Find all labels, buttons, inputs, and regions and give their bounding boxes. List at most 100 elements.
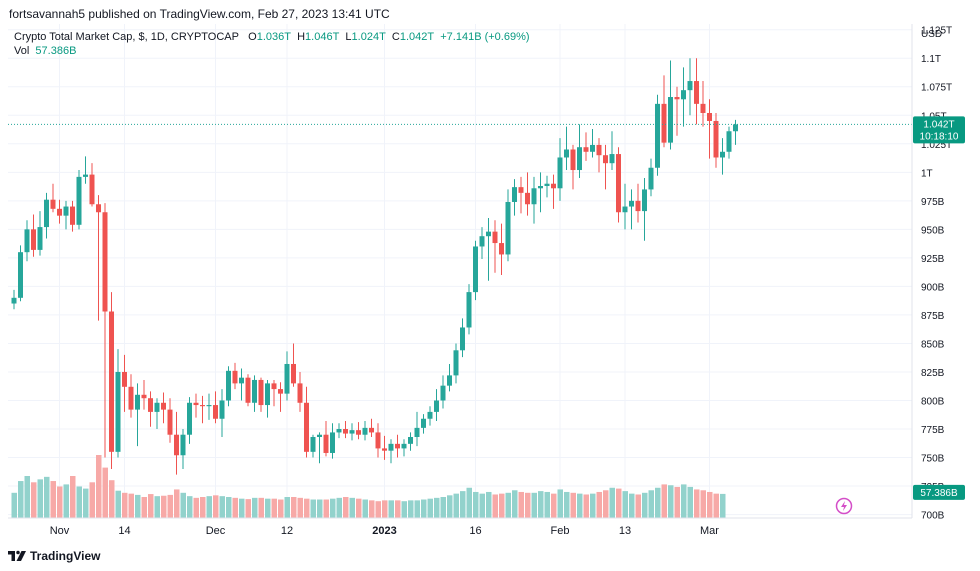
candle-body bbox=[479, 236, 485, 247]
tradingview-footer[interactable]: TradingView bbox=[8, 549, 100, 563]
candle-body bbox=[96, 204, 101, 213]
candle-body bbox=[109, 311, 114, 452]
open-value: 1.036T bbox=[256, 31, 291, 43]
countdown-text: 10:18:10 bbox=[920, 131, 959, 142]
candlestick-series bbox=[11, 58, 738, 475]
volume-bar bbox=[135, 494, 141, 518]
candle-body bbox=[629, 200, 634, 207]
candle-body bbox=[733, 124, 738, 132]
tradingview-brand: TradingView bbox=[30, 549, 101, 563]
volume-bar bbox=[388, 500, 394, 518]
candle-body bbox=[421, 418, 426, 428]
volume-bar bbox=[252, 497, 258, 518]
publisher-line: fortsavannah5 published on TradingView.c… bbox=[9, 7, 390, 21]
y-tick-label: 1T bbox=[921, 168, 933, 179]
low-value: 1.024T bbox=[351, 31, 386, 43]
volume-bar bbox=[674, 486, 680, 518]
volume-bar bbox=[538, 491, 544, 518]
volume-bar bbox=[297, 497, 303, 518]
candle-body bbox=[161, 402, 166, 410]
candle-body bbox=[304, 402, 309, 452]
candle-body bbox=[317, 434, 322, 437]
volume-bar bbox=[421, 499, 427, 518]
volume-bar bbox=[200, 497, 206, 518]
volume-bar bbox=[577, 493, 583, 518]
candle-body bbox=[681, 90, 686, 100]
volume-bar bbox=[531, 492, 537, 518]
candle-body bbox=[440, 385, 446, 401]
x-tick-label: 13 bbox=[619, 525, 631, 537]
candle-body bbox=[538, 186, 543, 189]
candle-body bbox=[128, 386, 134, 410]
candle-body bbox=[349, 430, 355, 434]
time-axis[interactable]: Nov 14 Dec 12 2023 16 Feb 13 Mar bbox=[50, 525, 720, 537]
y-tick-label: 900B bbox=[921, 282, 945, 293]
volume-bar bbox=[369, 500, 375, 518]
y-tick-label: 750B bbox=[921, 454, 945, 465]
volume-bar bbox=[590, 493, 596, 518]
x-tick-label: 2023 bbox=[372, 525, 396, 537]
volume-bar bbox=[336, 497, 342, 518]
lightning-icon-bolt bbox=[841, 501, 847, 511]
candle-body bbox=[167, 409, 173, 435]
symbol-name[interactable]: Crypto Total Market Cap, $, 1D, CRYPTOCA… bbox=[14, 31, 239, 43]
candle-body bbox=[570, 149, 576, 171]
candle-body bbox=[271, 383, 277, 390]
volume-bar bbox=[616, 488, 622, 518]
volume-bar bbox=[109, 480, 115, 518]
candle-body bbox=[700, 103, 706, 113]
price-axis[interactable]: 1.125T1.1T1.075T1.05T1.025T1T975B950B925… bbox=[921, 26, 952, 522]
y-tick-label: 875B bbox=[921, 311, 945, 322]
candle-body bbox=[193, 402, 199, 406]
candle-body bbox=[512, 187, 517, 202]
candle-body bbox=[499, 243, 504, 255]
candle-body bbox=[518, 187, 524, 193]
volume-bars bbox=[11, 455, 726, 518]
volume-bar bbox=[76, 486, 82, 518]
volume-bar bbox=[31, 482, 37, 518]
volume-bar bbox=[414, 500, 420, 518]
volume-bar bbox=[187, 496, 193, 518]
candle-body bbox=[24, 229, 30, 253]
volume-bar bbox=[655, 487, 661, 518]
candle-body bbox=[453, 350, 459, 376]
candle-body bbox=[102, 212, 108, 312]
volume-bar bbox=[447, 495, 453, 518]
candle-body bbox=[551, 183, 556, 189]
candle-body bbox=[609, 154, 615, 164]
candle-body bbox=[525, 192, 530, 205]
candle-body bbox=[76, 176, 82, 225]
candle-body bbox=[616, 154, 621, 213]
candle-body bbox=[531, 188, 537, 205]
close-value: 1.042T bbox=[399, 31, 435, 43]
volume-bar bbox=[583, 494, 589, 518]
volume-bar bbox=[486, 491, 492, 518]
candle-body bbox=[596, 144, 602, 156]
volume-bar bbox=[330, 498, 336, 518]
y-tick-label: 1.125T bbox=[921, 26, 952, 37]
volume-bar bbox=[213, 495, 219, 518]
candle-body bbox=[336, 429, 342, 433]
volume-bar bbox=[343, 497, 349, 518]
candle-body bbox=[668, 97, 673, 143]
candle-body bbox=[297, 383, 303, 403]
volume-bar bbox=[629, 493, 635, 518]
volume-label[interactable]: Vol bbox=[14, 45, 30, 57]
y-tick-label: 1.1T bbox=[921, 54, 941, 65]
y-tick-label: 1.075T bbox=[921, 83, 952, 94]
volume-bar bbox=[635, 494, 641, 518]
candle-body bbox=[466, 292, 472, 328]
volume-bar bbox=[596, 491, 602, 518]
candle-body bbox=[265, 383, 270, 406]
volume-badge bbox=[913, 484, 965, 500]
candle-body bbox=[200, 405, 205, 407]
volume-bar bbox=[284, 497, 290, 518]
volume-value: 57.386B bbox=[35, 45, 77, 57]
volume-bar bbox=[564, 491, 570, 518]
candle-body bbox=[655, 103, 660, 168]
volume-bar bbox=[707, 491, 713, 518]
volume-bar bbox=[102, 467, 108, 518]
y-tick-label: 925B bbox=[921, 254, 945, 265]
volume-bar bbox=[115, 490, 121, 518]
